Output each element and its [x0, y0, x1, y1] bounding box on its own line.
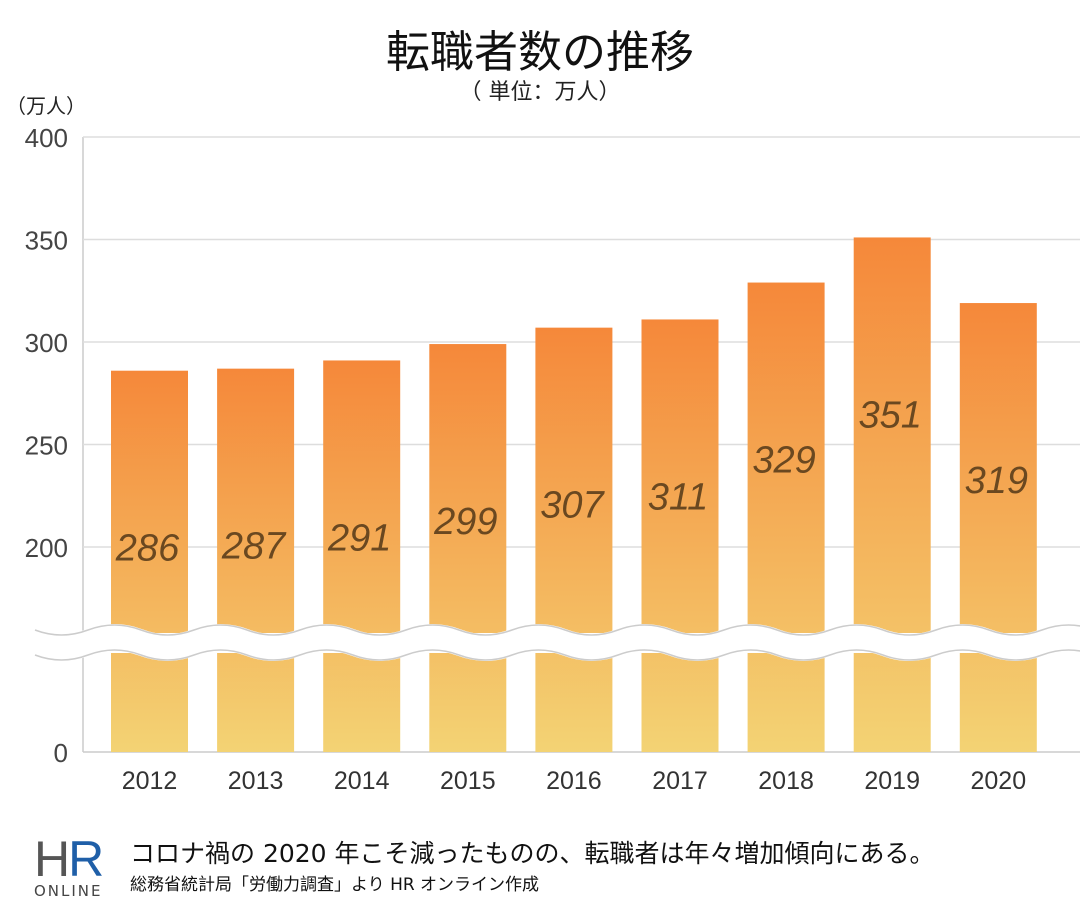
x-tick-label: 2012 [122, 767, 178, 795]
data-label: 351 [858, 394, 921, 436]
x-tick-label: 2016 [546, 767, 602, 795]
data-label: 299 [433, 501, 497, 543]
chart-subtitle: （ 単位：万人） [459, 80, 621, 105]
axis-break-line [34, 624, 1080, 636]
bar-2019 [853, 237, 931, 752]
bar-2014 [323, 360, 401, 752]
y-tick-label: 350 [25, 226, 68, 256]
hr-online-logo: HR ONLINE [34, 831, 104, 900]
x-tick-label: 2017 [652, 767, 708, 795]
axis-break-fill [33, 624, 1080, 644]
bar-2015 [429, 344, 507, 752]
x-tick-label: 2014 [334, 767, 390, 795]
bar-2016 [535, 327, 613, 752]
data-label: 286 [115, 528, 180, 570]
bar-2020 [959, 303, 1037, 752]
x-tick-label: 2019 [864, 767, 920, 795]
chart-note: コロナ禍の 2020 年こそ減ったものの、転職者は年々増加傾向にある。 [130, 839, 935, 868]
chart-title: 転職者数の推移 [386, 27, 694, 78]
bar-2018 [747, 282, 825, 752]
data-label: 329 [752, 440, 815, 482]
bar-2013 [217, 368, 295, 752]
bar-2017 [641, 319, 719, 752]
axis-break-fill [33, 641, 1080, 661]
data-label: 319 [965, 460, 1028, 502]
data-label: 311 [648, 476, 709, 518]
bar-chart: 400 350 300 250 200 0 286 2012 287 2013 291 2014 29… [25, 123, 1080, 795]
data-label: 307 [540, 485, 605, 527]
bar-2012 [111, 370, 188, 752]
data-label: 291 [327, 517, 391, 559]
chart-source: 総務省統計局「労働力調査」より HR オンライン作成 [130, 875, 540, 895]
x-tick-label: 2020 [970, 767, 1026, 795]
y-tick-label: 300 [25, 328, 68, 358]
x-tick-label: 2015 [440, 767, 496, 795]
axis-break-line [34, 649, 1080, 661]
data-label: 287 [221, 526, 287, 568]
y-tick-label: 0 [54, 738, 68, 768]
x-tick-label: 2013 [228, 767, 284, 795]
x-tick-label: 2018 [758, 767, 814, 795]
y-tick-label: 250 [25, 431, 68, 461]
y-tick-label: 400 [25, 123, 68, 153]
y-tick-label: 200 [25, 533, 68, 563]
y-axis-unit: （万人） [6, 94, 86, 118]
